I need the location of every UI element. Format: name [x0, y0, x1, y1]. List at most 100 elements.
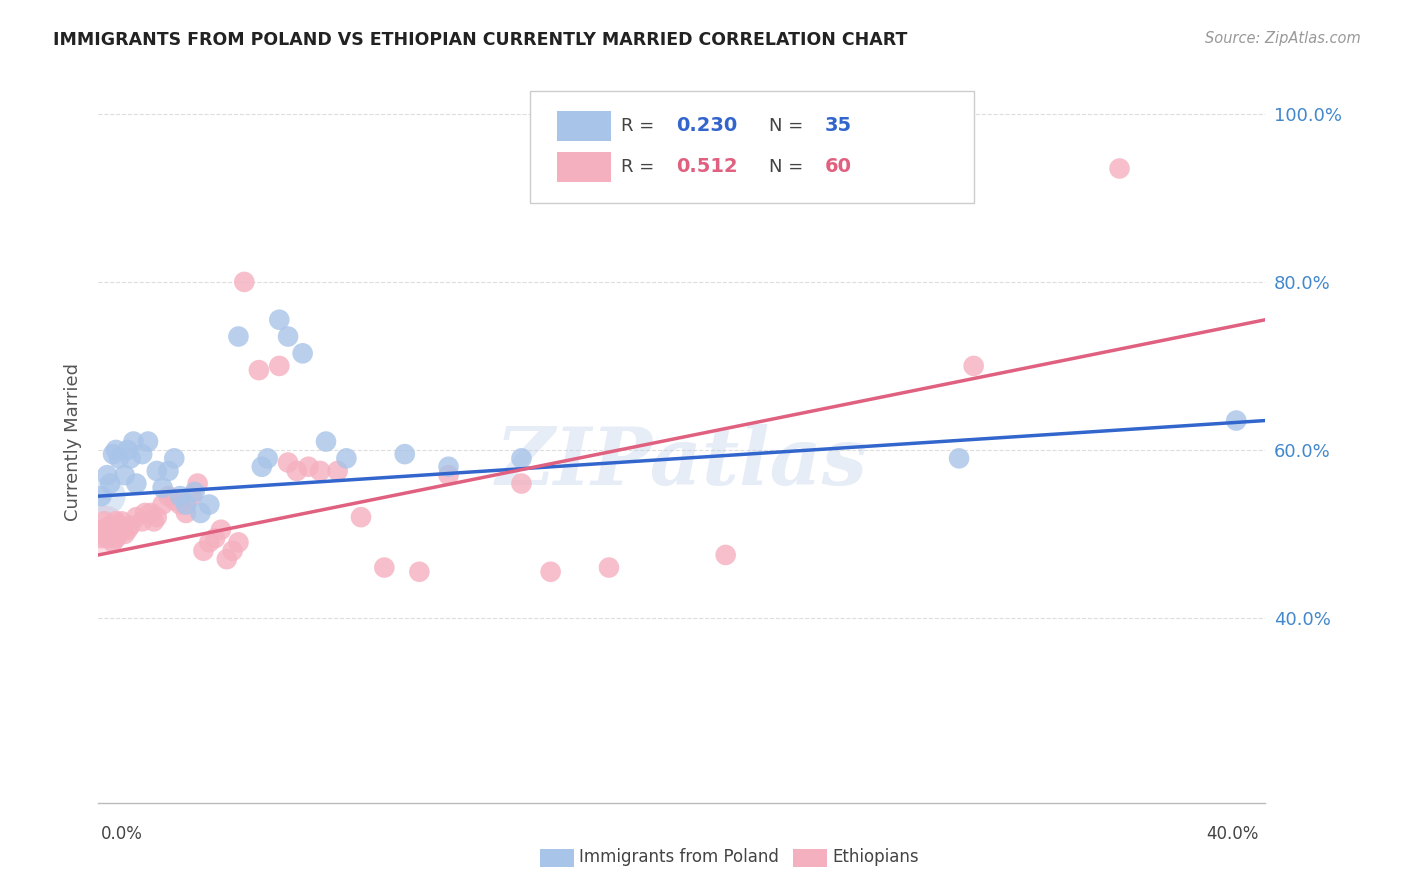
Point [152, 481, 174, 495]
Point [174, 506, 197, 520]
Point [335, 451, 357, 466]
Point [96, 489, 118, 503]
Point [198, 498, 221, 512]
Point [157, 464, 180, 478]
Point [437, 468, 460, 483]
Point [104, 523, 127, 537]
Point [111, 514, 134, 528]
Point [408, 565, 430, 579]
Point [510, 451, 533, 466]
Point [114, 468, 136, 483]
Point [96, 523, 118, 537]
Text: 40.0%: 40.0% [1206, 825, 1258, 843]
Point [269, 312, 291, 326]
Point [309, 464, 332, 478]
Text: N =: N = [769, 117, 810, 135]
Point [269, 359, 291, 373]
Point [204, 531, 226, 545]
Point [209, 523, 232, 537]
Text: Immigrants from Poland: Immigrants from Poland [579, 848, 779, 866]
Point [163, 493, 186, 508]
Point [193, 543, 215, 558]
FancyBboxPatch shape [557, 152, 610, 182]
Point [120, 451, 142, 466]
Point [125, 510, 148, 524]
Point [714, 548, 737, 562]
Point [198, 535, 221, 549]
Point [1225, 413, 1247, 427]
Point [96, 527, 118, 541]
Point [174, 498, 197, 512]
Point [394, 447, 416, 461]
Text: 0.230: 0.230 [676, 116, 737, 136]
Point [96, 468, 118, 483]
Point [1108, 161, 1130, 176]
Point [117, 442, 139, 457]
Point [291, 346, 314, 360]
Point [104, 531, 127, 545]
Point [101, 527, 124, 541]
Point [598, 560, 620, 574]
Text: N =: N = [769, 158, 810, 176]
Point [437, 459, 460, 474]
Point [108, 518, 131, 533]
Point [134, 506, 156, 520]
Text: ZIPatlas: ZIPatlas [496, 425, 868, 502]
Point [221, 543, 243, 558]
Text: 0.0%: 0.0% [101, 825, 143, 843]
Point [101, 535, 124, 549]
Point [90, 523, 112, 537]
Point [98, 476, 121, 491]
Point [131, 514, 153, 528]
Point [125, 476, 148, 491]
Point [146, 464, 169, 478]
Point [169, 489, 191, 503]
Point [277, 456, 299, 470]
Point [152, 498, 174, 512]
Point [111, 523, 134, 537]
Point [108, 527, 131, 541]
Point [146, 510, 169, 524]
Point [373, 560, 395, 574]
Text: IMMIGRANTS FROM POLAND VS ETHIOPIAN CURRENTLY MARRIED CORRELATION CHART: IMMIGRANTS FROM POLAND VS ETHIOPIAN CURR… [53, 31, 908, 49]
Point [117, 523, 139, 537]
Point [169, 498, 191, 512]
Point [250, 459, 273, 474]
Point [93, 523, 115, 537]
Point [510, 476, 533, 491]
Point [247, 363, 270, 377]
Point [93, 514, 115, 528]
Text: R =: R = [621, 158, 661, 176]
Point [104, 442, 127, 457]
Point [98, 518, 121, 533]
Point [187, 476, 209, 491]
Y-axis label: Currently Married: Currently Married [63, 362, 82, 521]
Text: R =: R = [621, 117, 661, 135]
Point [122, 434, 145, 449]
Point [228, 329, 250, 343]
Text: 0.512: 0.512 [676, 158, 738, 177]
Point [120, 518, 142, 533]
Point [326, 464, 349, 478]
Text: Ethiopians: Ethiopians [832, 848, 920, 866]
Point [98, 527, 121, 541]
Point [101, 447, 124, 461]
Point [233, 275, 256, 289]
Point [131, 447, 153, 461]
Point [315, 434, 337, 449]
Point [190, 506, 212, 520]
Point [948, 451, 970, 466]
Point [297, 459, 319, 474]
Point [277, 329, 299, 343]
Point [962, 359, 984, 373]
Point [180, 489, 202, 503]
Point [228, 535, 250, 549]
Point [285, 464, 308, 478]
Point [104, 514, 127, 528]
Point [114, 527, 136, 541]
Point [256, 451, 278, 466]
Point [157, 489, 180, 503]
Text: Source: ZipAtlas.com: Source: ZipAtlas.com [1205, 31, 1361, 46]
Text: 35: 35 [824, 116, 852, 136]
Point [101, 523, 124, 537]
